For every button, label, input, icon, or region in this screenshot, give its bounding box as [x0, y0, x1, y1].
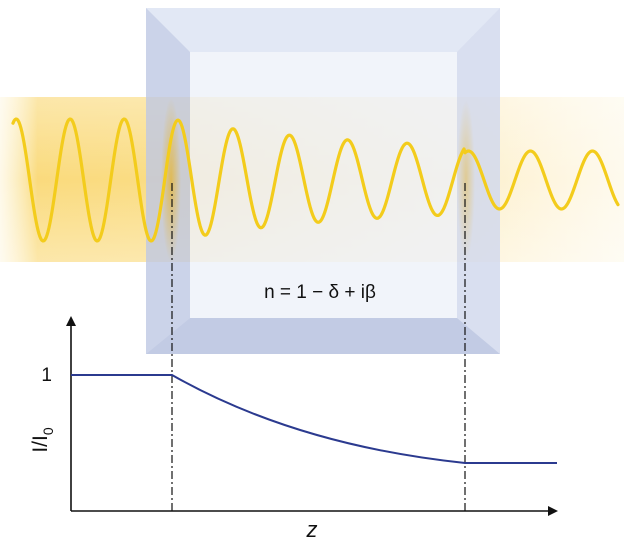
slab-bevel-bottom — [146, 318, 500, 354]
y-tick-label-1: 1 — [41, 365, 52, 386]
material-slab — [146, 8, 500, 354]
slab-bevel-top — [146, 8, 500, 52]
exit-glow — [457, 100, 475, 260]
entry-glow — [161, 98, 181, 262]
y-axis-label: I/I0 — [29, 427, 56, 453]
x-axis-label: z — [306, 517, 318, 542]
refractive-index-formula: n = 1 − δ + iβ — [264, 282, 376, 303]
slab-bevel-right — [457, 8, 500, 354]
slab-face — [190, 52, 457, 318]
intensity-curve — [71, 374, 557, 464]
xray-wave — [11, 117, 620, 243]
